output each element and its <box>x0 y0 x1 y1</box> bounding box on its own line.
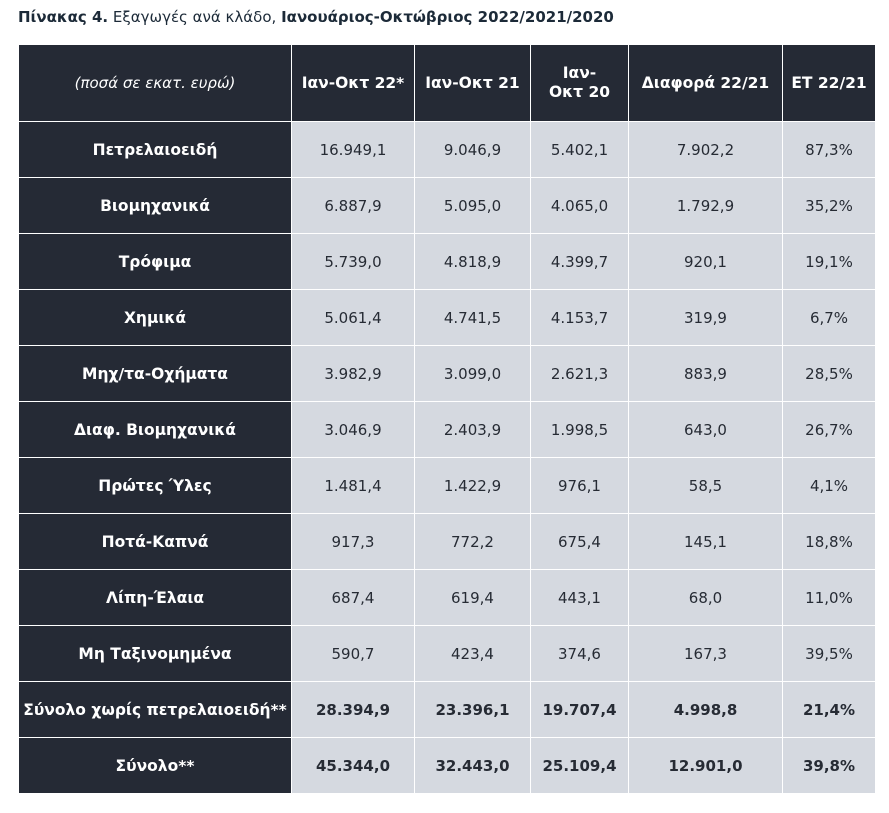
table-cell: 1.998,5 <box>530 401 629 458</box>
table-cell: 28,5% <box>782 345 876 402</box>
table-cell: 5.402,1 <box>530 121 629 178</box>
table-cell: 68,0 <box>628 569 783 626</box>
table-row: Χημικά 5.061,4 4.741,5 4.153,7 319,9 6,7% <box>18 289 876 346</box>
row-label: Σύνολο χωρίς πετρελαιοειδή** <box>18 681 292 738</box>
row-label: Πρώτες Ύλες <box>18 457 292 514</box>
table-cell: 5.095,0 <box>414 177 531 234</box>
table-cell: 4.065,0 <box>530 177 629 234</box>
table-cell: 4,1% <box>782 457 876 514</box>
table-cell: 6,7% <box>782 289 876 346</box>
table-cell: 3.982,9 <box>291 345 415 402</box>
table-cell: 5.061,4 <box>291 289 415 346</box>
table-cell: 12.901,0 <box>628 737 783 794</box>
table-cell: 1.792,9 <box>628 177 783 234</box>
column-header: Ιαν-Οκτ 21 <box>414 44 531 122</box>
table-cell: 675,4 <box>530 513 629 570</box>
table-row: Σύνολο** 45.344,0 32.443,0 25.109,4 12.901,0… <box>18 737 876 794</box>
table-cell: 4.153,7 <box>530 289 629 346</box>
table-body: Πετρελαιοειδή 16.949,1 9.046,9 5.402,1 7.902… <box>18 121 876 794</box>
table-cell: 45.344,0 <box>291 737 415 794</box>
caption-period: Ιανουάριος-Οκτώβριος 2022/2021/2020 <box>281 8 614 26</box>
table-row: Πρώτες Ύλες 1.481,4 1.422,9 976,1 58,5 4,1% <box>18 457 876 514</box>
table-cell: 2.621,3 <box>530 345 629 402</box>
table-cell: 39,8% <box>782 737 876 794</box>
table-cell: 19.707,4 <box>530 681 629 738</box>
table-cell: 443,1 <box>530 569 629 626</box>
table-cell: 917,3 <box>291 513 415 570</box>
table-cell: 19,1% <box>782 233 876 290</box>
table-row: Βιομηχανικά 6.887,9 5.095,0 4.065,0 1.792,9 3… <box>18 177 876 234</box>
table-cell: 145,1 <box>628 513 783 570</box>
table-cell: 58,5 <box>628 457 783 514</box>
caption-text: Εξαγωγές ανά κλάδο, <box>108 8 282 26</box>
table-cell: 4.399,7 <box>530 233 629 290</box>
table-cell: 9.046,9 <box>414 121 531 178</box>
table-cell: 687,4 <box>291 569 415 626</box>
table-cell: 167,3 <box>628 625 783 682</box>
table-row: Μη Ταξινομημένα 590,7 423,4 374,6 167,3 39,5% <box>18 625 876 682</box>
row-label: Πετρελαιοειδή <box>18 121 292 178</box>
row-label: Διαφ. Βιομηχανικά <box>18 401 292 458</box>
row-label: Ποτά-Καπνά <box>18 513 292 570</box>
column-header: Ιαν-Οκτ 20 <box>530 44 629 122</box>
column-header: Διαφορά 22/21 <box>628 44 783 122</box>
table-cell: 4.998,8 <box>628 681 783 738</box>
table-cell: 5.739,0 <box>291 233 415 290</box>
row-label: Βιομηχανικά <box>18 177 292 234</box>
table-cell: 772,2 <box>414 513 531 570</box>
table-cell: 319,9 <box>628 289 783 346</box>
table-cell: 28.394,9 <box>291 681 415 738</box>
table-row: Μηχ/τα-Οχήματα 3.982,9 3.099,0 2.621,3 883,9… <box>18 345 876 402</box>
row-label: Σύνολο** <box>18 737 292 794</box>
table-row: Διαφ. Βιομηχανικά 3.046,9 2.403,9 1.998,5 64… <box>18 401 876 458</box>
table-row: Λίπη-Έλαια 687,4 619,4 443,1 68,0 11,0% <box>18 569 876 626</box>
table-cell: 23.396,1 <box>414 681 531 738</box>
table-cell: 87,3% <box>782 121 876 178</box>
row-label: Λίπη-Έλαια <box>18 569 292 626</box>
column-header: Ιαν-Οκτ 22* <box>291 44 415 122</box>
table-cell: 26,7% <box>782 401 876 458</box>
units-note: (ποσά σε εκατ. ευρώ) <box>18 44 292 122</box>
table-cell: 16.949,1 <box>291 121 415 178</box>
table-cell: 920,1 <box>628 233 783 290</box>
table-cell: 1.422,9 <box>414 457 531 514</box>
table-cell: 11,0% <box>782 569 876 626</box>
table-caption: Πίνακας 4. Εξαγωγές ανά κλάδο, Ιανουάριο… <box>18 8 614 26</box>
table-cell: 1.481,4 <box>291 457 415 514</box>
table-cell: 18,8% <box>782 513 876 570</box>
table-cell: 6.887,9 <box>291 177 415 234</box>
table-cell: 590,7 <box>291 625 415 682</box>
table-cell: 976,1 <box>530 457 629 514</box>
table-cell: 39,5% <box>782 625 876 682</box>
table-row: Σύνολο χωρίς πετρελαιοειδή** 28.394,9 23.3… <box>18 681 876 738</box>
table-cell: 883,9 <box>628 345 783 402</box>
row-label: Μηχ/τα-Οχήματα <box>18 345 292 402</box>
table-cell: 25.109,4 <box>530 737 629 794</box>
row-label: Μη Ταξινομημένα <box>18 625 292 682</box>
table-cell: 374,6 <box>530 625 629 682</box>
exports-by-sector-table: (ποσά σε εκατ. ευρώ) Ιαν-Οκτ 22* Ιαν-Οκτ… <box>18 44 876 794</box>
table-row: Ποτά-Καπνά 917,3 772,2 675,4 145,1 18,8% <box>18 513 876 570</box>
table-cell: 3.046,9 <box>291 401 415 458</box>
header-row: (ποσά σε εκατ. ευρώ) Ιαν-Οκτ 22* Ιαν-Οκτ… <box>18 44 876 122</box>
table-cell: 643,0 <box>628 401 783 458</box>
caption-prefix: Πίνακας 4. <box>18 8 109 26</box>
table-cell: 32.443,0 <box>414 737 531 794</box>
table-cell: 4.818,9 <box>414 233 531 290</box>
column-header: ΕΤ 22/21 <box>782 44 876 122</box>
table-cell: 3.099,0 <box>414 345 531 402</box>
table-cell: 7.902,2 <box>628 121 783 178</box>
table-cell: 4.741,5 <box>414 289 531 346</box>
table-row: Τρόφιμα 5.739,0 4.818,9 4.399,7 920,1 19,1% <box>18 233 876 290</box>
table-cell: 619,4 <box>414 569 531 626</box>
table-cell: 2.403,9 <box>414 401 531 458</box>
table-cell: 423,4 <box>414 625 531 682</box>
row-label: Χημικά <box>18 289 292 346</box>
row-label: Τρόφιμα <box>18 233 292 290</box>
table-cell: 35,2% <box>782 177 876 234</box>
table-cell: 21,4% <box>782 681 876 738</box>
table-row: Πετρελαιοειδή 16.949,1 9.046,9 5.402,1 7.902… <box>18 121 876 178</box>
